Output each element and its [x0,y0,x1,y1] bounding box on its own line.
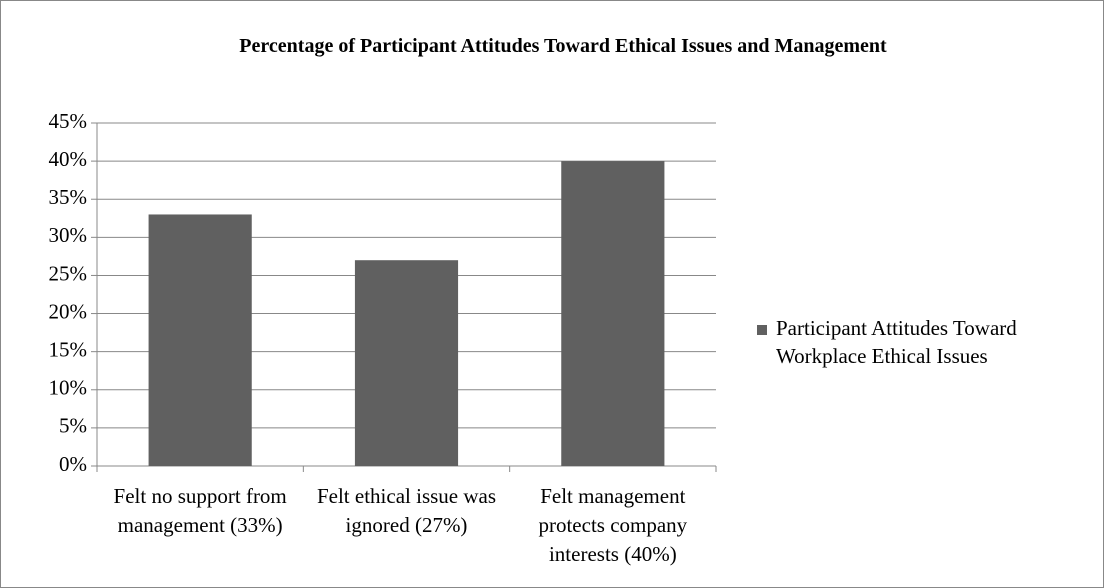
bar [354,260,459,466]
legend-label: Participant Attitudes Toward Workplace Et… [776,316,1017,368]
y-tick-label: 45% [49,109,88,133]
y-tick-label: 15% [49,337,88,361]
y-tick-label: 0% [59,452,87,476]
legend-swatch [757,325,767,335]
x-tick-label: Felt no support from management (33%) [114,484,287,537]
y-tick-label: 30% [49,223,88,247]
x-tick-label: Felt management protects company interests… [538,484,687,566]
y-tick-label: 10% [49,376,88,400]
chart-title: Percentage of Participant Attitudes Towa… [239,35,887,57]
bar [561,161,665,466]
y-tick-label: 40% [49,147,88,171]
y-tick-label: 20% [49,299,88,323]
x-tick-label: Felt ethical issue was ignored (27%) [317,484,496,537]
y-tick-label: 5% [59,414,87,438]
y-tick-label: 35% [49,185,88,209]
bar [148,214,252,466]
y-tick-label: 25% [49,261,88,285]
